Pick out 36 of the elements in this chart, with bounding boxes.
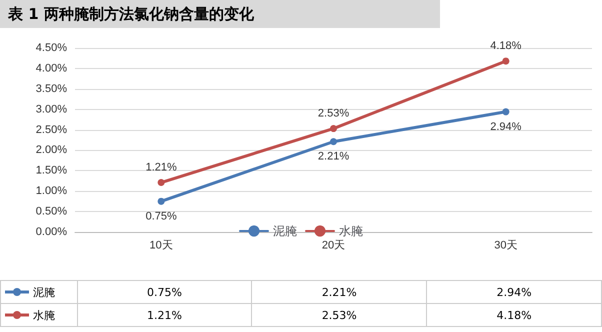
- data-label: 0.75%: [77, 280, 252, 304]
- text: 1.21%: [146, 162, 177, 174]
- x-tick-label: 10天: [150, 240, 173, 252]
- point: [330, 125, 337, 132]
- text: 2.53%: [318, 108, 350, 120]
- text: 4.18%: [490, 40, 522, 52]
- y-tick-label: 4.00%: [36, 62, 68, 74]
- data-label: 1.21%: [77, 304, 252, 326]
- y-tick-label: 3.50%: [36, 82, 68, 95]
- chart-title: 表 1 两种腌制方法氯化钠含量的变化: [0, 0, 440, 28]
- y-tick-label: 1.50%: [36, 164, 68, 177]
- text: 泥腌: [33, 286, 55, 298]
- point: [158, 179, 165, 186]
- text: 2.21%: [318, 150, 350, 163]
- point: [502, 58, 510, 65]
- text: 水腌: [33, 308, 55, 322]
- point: [330, 138, 337, 146]
- text: 2.94%: [490, 120, 522, 133]
- data-label: 2.94%: [426, 280, 602, 304]
- y-tick-label: 2.00%: [36, 144, 68, 156]
- x-tick-label: 30天: [494, 240, 518, 252]
- y-tick-label: 2.50%: [36, 124, 68, 136]
- point: [502, 108, 510, 116]
- y-tick-label: 0.50%: [36, 206, 68, 218]
- text: 0.75%: [146, 210, 177, 222]
- y-tick-label: 1.00%: [36, 185, 68, 198]
- y-tick-label: 0.00%: [36, 226, 68, 238]
- legend-label: 水腌: [339, 224, 363, 238]
- data-label: 4.18%: [426, 304, 602, 326]
- y-tick-label: 3.00%: [36, 103, 68, 116]
- data-label: 2.21%: [252, 280, 427, 304]
- data-label: 2.53%: [252, 304, 427, 326]
- x-tick-label: 20天: [322, 240, 346, 252]
- legend-label: 泥腌: [273, 224, 297, 238]
- point: [158, 198, 165, 205]
- y-tick-label: 4.50%: [36, 42, 68, 54]
